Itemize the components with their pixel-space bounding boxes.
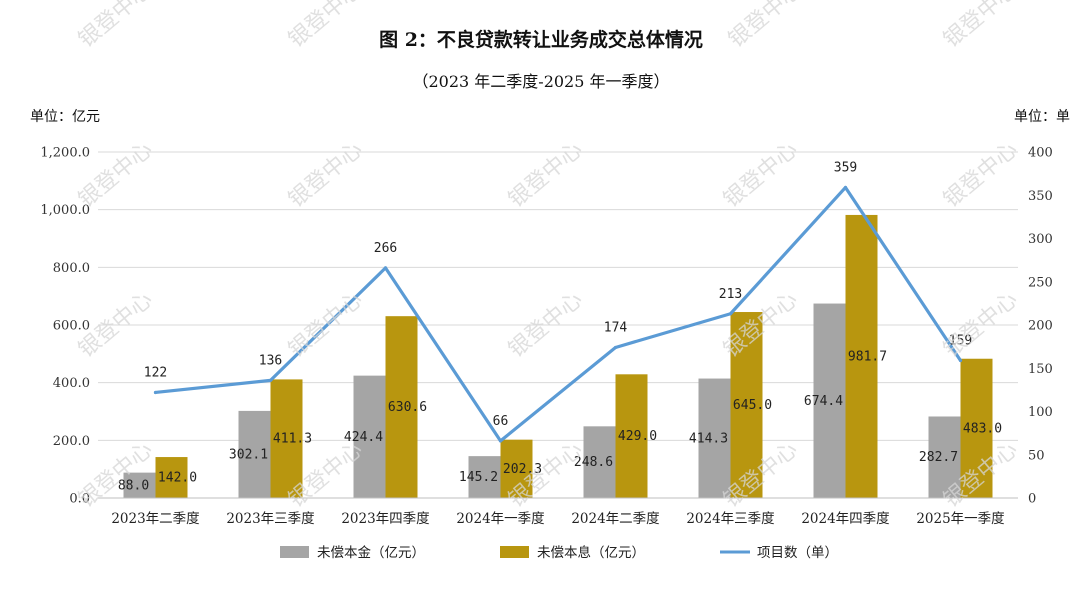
project-count-point (843, 185, 848, 190)
bar-principal (813, 303, 846, 498)
y-right-tick-label: 250 (1028, 275, 1053, 290)
legend-swatch-principal (280, 546, 309, 558)
project-count-point (728, 312, 733, 316)
bar-principal-interest (155, 457, 188, 498)
project-count-point (153, 390, 158, 395)
bar-principal (238, 410, 271, 498)
y-left-tick-label: 400.0 (53, 376, 90, 391)
project-count-point (958, 358, 963, 363)
bar-principal (698, 378, 731, 498)
bar-principal-label: 302.1 (229, 447, 268, 462)
x-category-label: 2023年二季度 (111, 511, 199, 527)
watermark: 银登中心 (724, 0, 807, 53)
y-right-tick-label: 150 (1028, 362, 1053, 377)
bar-principal-interest (960, 358, 993, 498)
legend: 未偿本金（亿元） 未偿本息（亿元） 项目数（单） (280, 544, 838, 561)
legend-label: 未偿本息（亿元） (537, 544, 645, 561)
bar-principal-label: 674.4 (804, 394, 843, 409)
line-series (153, 185, 963, 443)
bar-principal-label: 248.6 (574, 455, 613, 470)
chart-title: 图 2：不良贷款转让业务成交总体情况 (379, 28, 703, 51)
y-left-tick-label: 1,000.0 (40, 203, 90, 218)
y-left-tick-label: 800.0 (53, 261, 90, 276)
project-count-label: 136 (259, 353, 282, 368)
y-left-tick-label: 200.0 (53, 434, 90, 449)
y-right-tick-label: 200 (1028, 319, 1053, 334)
bar-principal-interest (270, 379, 303, 498)
left-axis-unit: 单位：亿元 (30, 109, 100, 125)
bar-principal-interest (385, 316, 418, 498)
bar-principal (353, 375, 386, 498)
project-count-label: 159 (949, 333, 972, 348)
y-right-tick-label: 50 (1028, 448, 1045, 463)
watermark: 银登中心 (284, 0, 367, 53)
bar-principal (583, 426, 616, 498)
bar-principal (928, 416, 961, 498)
bar-principal-label: 282.7 (919, 450, 958, 465)
watermark: 银登中心 (74, 0, 157, 53)
project-count-label: 213 (719, 287, 742, 302)
y-left-tick-label: 0.0 (69, 492, 90, 507)
project-count-line (153, 185, 963, 443)
x-category-label: 2023年四季度 (341, 511, 429, 527)
chart-subtitle: （2023 年二季度-2025 年一季度） (412, 72, 669, 91)
watermark: 银登中心 (939, 0, 1022, 53)
bar-principal-interest (615, 374, 648, 498)
x-category-label: 2024年三季度 (686, 511, 774, 527)
watermark: 银登中心 (719, 137, 802, 213)
bar-principal-label: 424.4 (344, 430, 383, 445)
bar-principal-interest-label: 429.0 (618, 429, 657, 444)
axes: 0.0 200.0 400.0 600.0 800.0 1,000.0 1,200.0 0 50… (40, 146, 1052, 528)
project-count-label: 359 (834, 160, 857, 175)
project-count-label: 266 (374, 241, 397, 256)
project-count-point (383, 266, 388, 270)
watermark: 银登中心 (504, 137, 587, 213)
x-category-label: 2024年一季度 (456, 511, 544, 527)
project-count-point (613, 345, 618, 350)
y-right-tick-label: 100 (1028, 405, 1053, 420)
project-count-label: 66 (493, 414, 509, 429)
bar-principal-interest-label: 981.7 (848, 349, 887, 364)
project-count-point (498, 439, 503, 443)
bar-principal-interest-label: 645.0 (733, 398, 772, 413)
y-right-tick-label: 400 (1028, 146, 1053, 161)
y-left-tick-label: 1,200.0 (40, 146, 90, 161)
project-count-point (268, 378, 273, 382)
bar-principal-label: 145.2 (459, 470, 498, 485)
watermark: 银登中心 (284, 137, 367, 213)
bar-series (123, 214, 993, 498)
project-count-label: 174 (604, 320, 628, 335)
x-category-label: 2025年一季度 (916, 511, 1004, 527)
x-category-label: 2024年四季度 (801, 511, 889, 527)
project-count-label: 122 (144, 365, 167, 380)
bar-principal-interest-label: 202.3 (503, 462, 542, 477)
bar-principal (123, 472, 156, 498)
y-right-tick-label: 350 (1028, 189, 1053, 204)
bar-principal-interest-label: 483.0 (963, 421, 1002, 436)
legend-swatch-principal-interest (500, 546, 529, 558)
bar-principal-interest (500, 439, 533, 498)
legend-label: 项目数（单） (757, 545, 838, 561)
right-axis-unit: 单位：单 (1014, 109, 1070, 125)
bar-principal-interest (730, 312, 763, 498)
bar-principal (468, 456, 501, 498)
bar-principal-interest-label: 142.0 (158, 471, 197, 486)
bar-principal-interest-label: 630.6 (388, 400, 427, 415)
bar-principal-interest (845, 214, 878, 498)
watermark: 银登中心 (939, 137, 1022, 213)
y-right-tick-label: 0 (1028, 492, 1036, 507)
bar-principal-interest-label: 411.3 (273, 432, 312, 447)
bar-principal-label: 88.0 (118, 478, 149, 493)
y-left-tick-label: 600.0 (53, 319, 90, 334)
bar-principal-label: 414.3 (689, 431, 728, 446)
data-labels: 88.0 302.1 424.4 145.2 248.6 414.3 674.4 282.7 1… (118, 160, 1002, 493)
y-right-tick-label: 300 (1028, 232, 1053, 247)
x-category-label: 2023年三季度 (226, 511, 314, 527)
legend-label: 未偿本金（亿元） (317, 545, 425, 561)
x-category-label: 2024年二季度 (571, 511, 659, 527)
